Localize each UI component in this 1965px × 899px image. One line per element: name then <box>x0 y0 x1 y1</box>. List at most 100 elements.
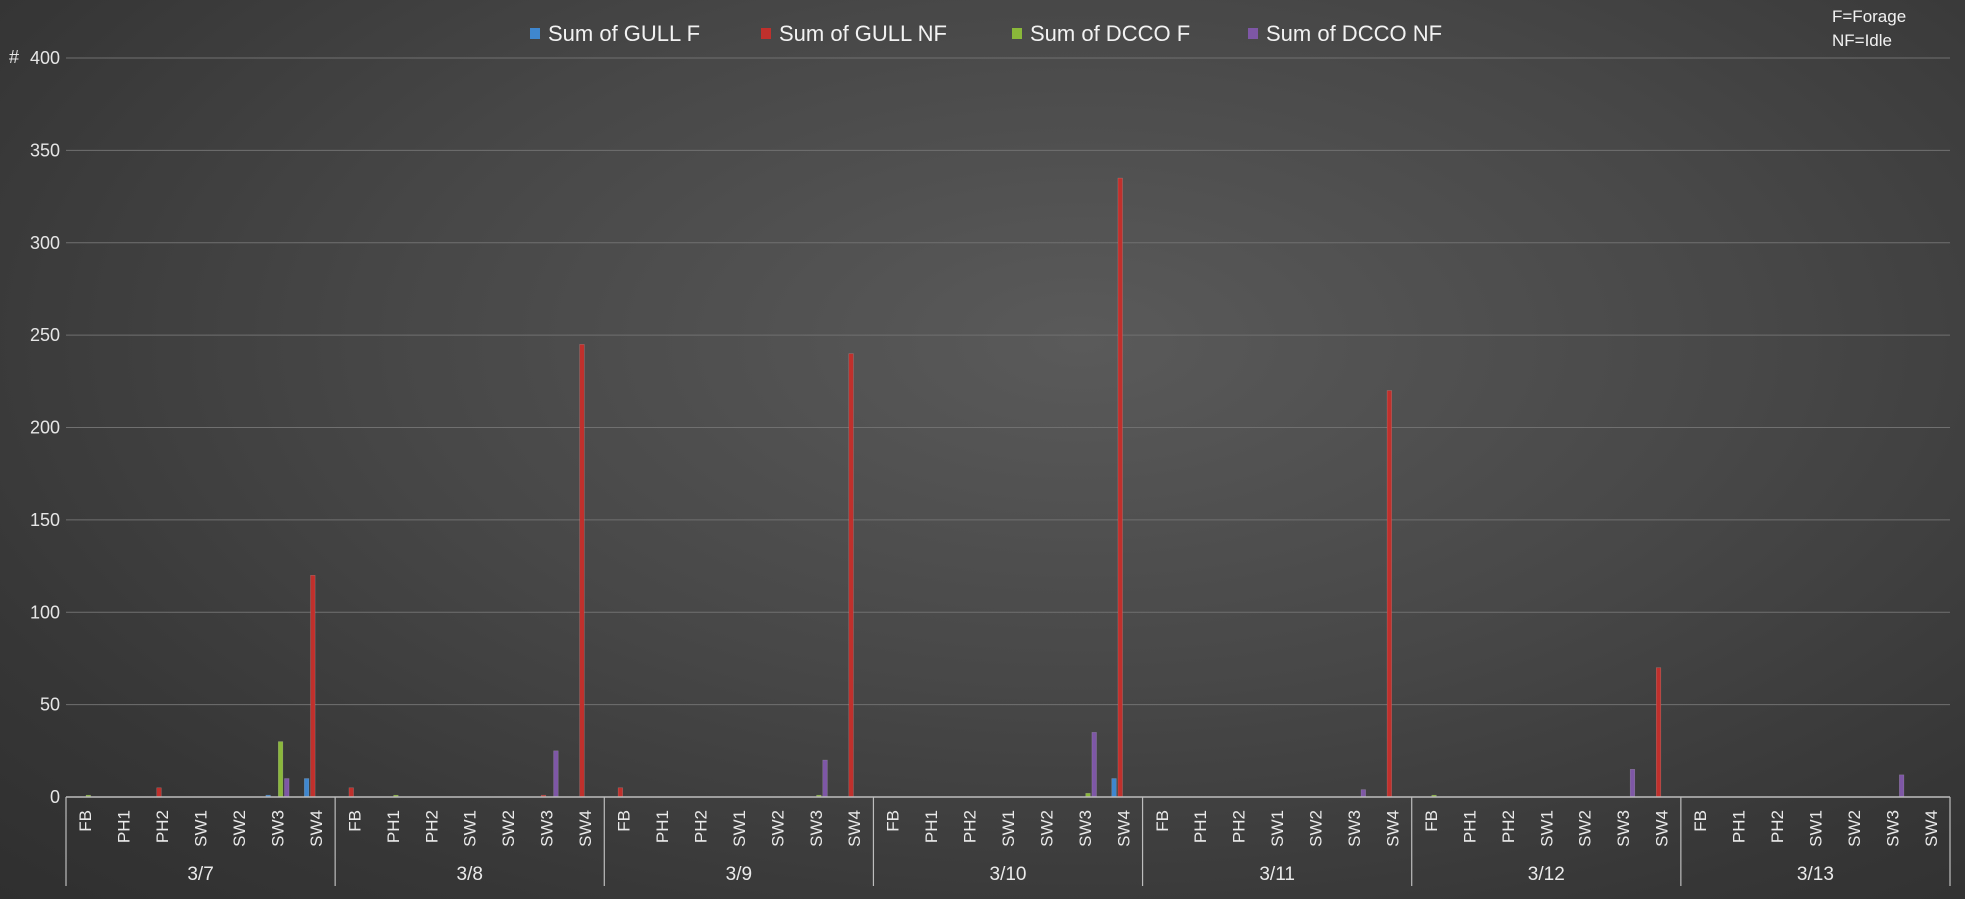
bar-sum-of-dcco-nf-3-8-SW3 <box>553 750 559 798</box>
bar-sum-of-gull-nf-3-7-SW4 <box>310 575 316 798</box>
bar-sum-of-gull-nf-3-8-SW4 <box>579 344 585 798</box>
site-label-3-13-SW2: SW2 <box>1845 810 1864 847</box>
legend-label-1: Sum of GULL F <box>548 21 700 46</box>
bar-sum-of-gull-f-3-10-SW4 <box>1111 778 1117 798</box>
site-label-3-7-PH1: PH1 <box>115 810 134 843</box>
gridlines <box>66 57 1950 706</box>
bar-sum-of-gull-nf-3-12-SW4 <box>1655 667 1662 798</box>
bar-sum-of-dcco-nf-3-9-SW3 <box>822 759 828 798</box>
site-label-3-9-SW3: SW3 <box>807 810 826 847</box>
y-tick-label-250: 250 <box>30 325 60 345</box>
bar-sum-of-gull-nf-3-10-SW4 <box>1117 177 1123 798</box>
bar-sum-of-gull-nf-3-9-SW4 <box>848 353 854 798</box>
group-label-3-7: 3/7 <box>187 864 213 885</box>
group-label-3-13: 3/13 <box>1797 864 1834 885</box>
site-label-3-13-SW4: SW4 <box>1922 810 1941 847</box>
site-label-3-12-SW2: SW2 <box>1576 810 1595 847</box>
legend-swatch-4 <box>1248 28 1258 39</box>
legend-notes: F=Forage NF=Idle <box>1832 7 1906 50</box>
bar-sum-of-gull-nf-3-7-PH2 <box>156 787 162 798</box>
bar-sum-of-dcco-nf-3-10-SW3 <box>1091 732 1097 798</box>
legend-swatch-3 <box>1012 28 1022 39</box>
site-label-3-11-FB: FB <box>1153 810 1172 832</box>
site-label-3-13-FB: FB <box>1691 810 1710 832</box>
site-label-3-12-PH2: PH2 <box>1499 810 1518 843</box>
site-label-3-11-SW4: SW4 <box>1383 810 1402 847</box>
bar-sum-of-dcco-f-3-7-SW3 <box>278 741 284 798</box>
site-label-3-7-SW2: SW2 <box>230 810 249 847</box>
legend-label-3: Sum of DCCO F <box>1030 21 1190 46</box>
site-label-3-7-SW1: SW1 <box>192 810 211 847</box>
site-label-3-10-FB: FB <box>884 810 903 832</box>
legend-swatch-2 <box>761 28 771 39</box>
site-label-3-11-PH2: PH2 <box>1230 810 1249 843</box>
site-label-3-9-PH2: PH2 <box>691 810 710 843</box>
site-label-3-12-SW3: SW3 <box>1614 810 1633 847</box>
site-label-3-7-PH2: PH2 <box>153 810 172 843</box>
site-label-3-7-SW4: SW4 <box>307 810 326 847</box>
bar-sum-of-dcco-nf-3-11-SW3 <box>1360 789 1366 798</box>
y-tick-labels: 0 50 100 150 200 250 300 350 400 <box>30 48 60 807</box>
bar-sum-of-dcco-nf-3-7-SW3 <box>284 778 290 798</box>
site-label-3-12-PH1: PH1 <box>1460 810 1479 843</box>
legend-label-2: Sum of GULL NF <box>779 21 947 46</box>
site-label-3-13-PH2: PH2 <box>1768 810 1787 843</box>
y-tick-label-300: 300 <box>30 233 60 253</box>
site-label-3-8-SW2: SW2 <box>499 810 518 847</box>
y-tick-label-150: 150 <box>30 510 60 530</box>
site-label-3-11-SW1: SW1 <box>1268 810 1287 847</box>
group-label-3-12: 3/12 <box>1528 864 1565 885</box>
site-label-3-8-FB: FB <box>345 810 364 832</box>
site-label-3-9-SW2: SW2 <box>768 810 787 847</box>
site-label-3-8-SW4: SW4 <box>576 810 595 847</box>
site-label-3-13-PH1: PH1 <box>1730 810 1749 843</box>
bar-sum-of-gull-nf-3-11-SW4 <box>1386 390 1392 798</box>
site-label-3-10-SW2: SW2 <box>1037 810 1056 847</box>
legend: Sum of GULL F Sum of GULL NF Sum of DCCO F… <box>530 21 1442 46</box>
site-label-3-8-SW1: SW1 <box>461 810 480 847</box>
bars <box>85 177 1905 798</box>
site-label-3-8-SW3: SW3 <box>538 810 557 847</box>
y-tick-label-50: 50 <box>40 695 60 715</box>
y-tick-label-200: 200 <box>30 418 60 438</box>
bar-sum-of-gull-nf-3-9-FB <box>617 787 623 798</box>
x-axis: 3/7 FB PH1 PH2 SW1 SW2 SW3 SW4 3/8 FB PH1 PH2 SW1 SW2… <box>65 796 1951 886</box>
legend-swatch-1 <box>530 28 540 39</box>
site-label-3-10-PH1: PH1 <box>922 810 941 843</box>
site-label-3-10-SW4: SW4 <box>1114 810 1133 847</box>
site-label-3-10-SW1: SW1 <box>999 810 1018 847</box>
site-label-3-8-PH2: PH2 <box>422 810 441 843</box>
site-label-3-12-SW4: SW4 <box>1653 810 1672 847</box>
group-label-3-10: 3/10 <box>990 864 1027 885</box>
y-axis-label: # <box>9 47 19 67</box>
site-label-3-9-SW1: SW1 <box>730 810 749 847</box>
site-label-3-13-SW1: SW1 <box>1806 810 1825 847</box>
group-label-3-11: 3/11 <box>1259 864 1295 885</box>
y-tick-label-350: 350 <box>30 140 60 160</box>
site-label-3-12-FB: FB <box>1422 810 1441 832</box>
site-label-3-11-PH1: PH1 <box>1191 810 1210 843</box>
group-label-3-8: 3/8 <box>457 864 483 885</box>
bar-sum-of-gull-nf-3-8-FB <box>348 787 354 798</box>
legend-label-4: Sum of DCCO NF <box>1266 21 1442 46</box>
site-label-3-7-SW3: SW3 <box>268 810 287 847</box>
bar-sum-of-dcco-nf-3-12-SW3 <box>1629 769 1636 798</box>
y-tick-label-100: 100 <box>30 602 60 622</box>
note-forage: F=Forage <box>1832 7 1906 26</box>
bar-sum-of-dcco-nf-3-13-SW3 <box>1899 774 1905 798</box>
y-tick-label-0: 0 <box>50 787 60 807</box>
site-label-3-7-FB: FB <box>76 810 95 832</box>
site-label-3-9-SW4: SW4 <box>845 810 864 847</box>
site-label-3-11-SW3: SW3 <box>1345 810 1364 847</box>
bar-sum-of-gull-f-3-7-SW4 <box>304 778 310 798</box>
site-label-3-11-SW2: SW2 <box>1307 810 1326 847</box>
site-label-3-9-FB: FB <box>615 810 634 832</box>
site-label-3-13-SW3: SW3 <box>1883 810 1902 847</box>
y-tick-label-400: 400 <box>30 48 60 68</box>
site-label-3-10-PH2: PH2 <box>961 810 980 843</box>
site-label-3-9-PH1: PH1 <box>653 810 672 843</box>
site-label-3-12-SW1: SW1 <box>1537 810 1556 847</box>
site-label-3-10-SW3: SW3 <box>1076 810 1095 847</box>
group-label-3-9: 3/9 <box>726 864 752 885</box>
